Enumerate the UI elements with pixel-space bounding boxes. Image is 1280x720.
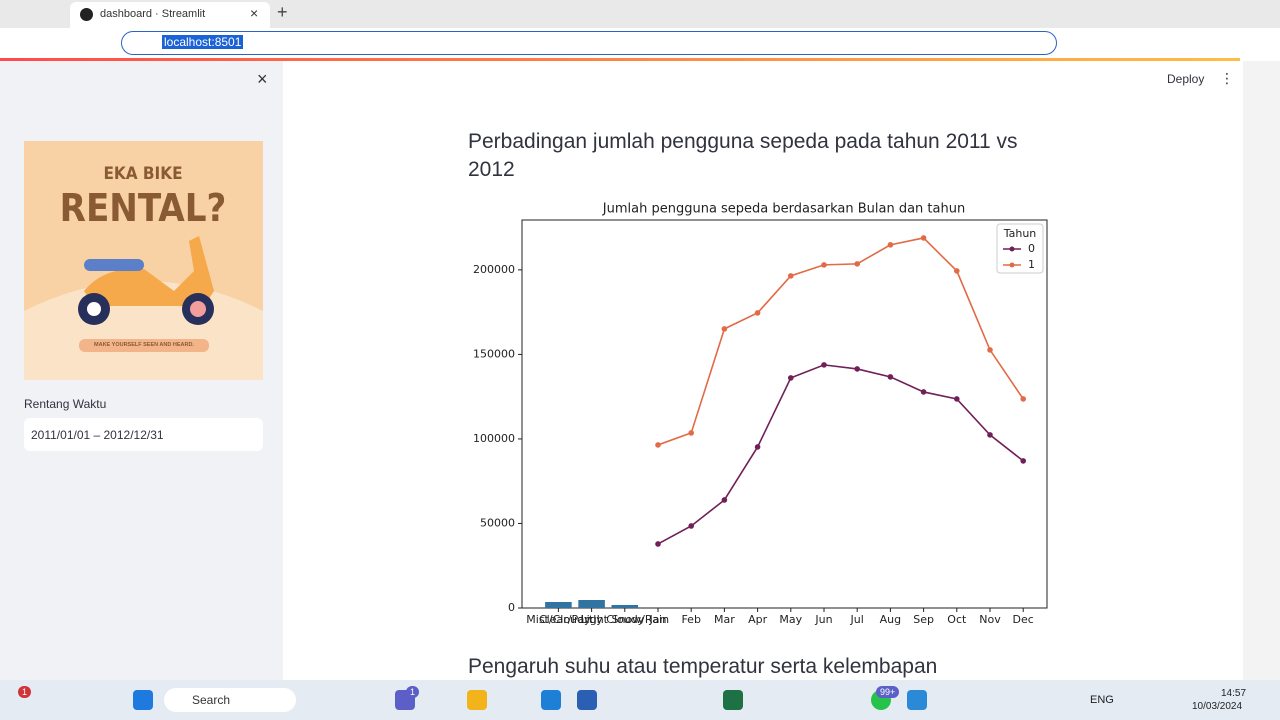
next-heading: Pengaruh suhu atau temperatur serta kele… (468, 655, 938, 678)
x-tick-label: Jan (649, 613, 667, 626)
app-icon[interactable] (907, 690, 927, 710)
start[interactable] (133, 690, 153, 710)
x-tick-label: May (779, 613, 802, 626)
point (1020, 396, 1026, 402)
clock-date: 10/03/2024 (1192, 701, 1243, 712)
point (721, 497, 728, 503)
point (655, 442, 661, 448)
point (788, 375, 794, 381)
language[interactable]: ENG (1090, 694, 1114, 706)
point (1020, 458, 1026, 464)
point (920, 389, 927, 395)
url: localhost:8501 (162, 35, 244, 49)
search-label: Search (192, 693, 231, 707)
y-tick-label: 200000 (473, 263, 515, 276)
x-tick-label: Mist/Cloudy (526, 613, 591, 626)
point (721, 326, 728, 332)
y-tick-label: 50000 (480, 516, 515, 529)
legend-label: 1 (1028, 258, 1035, 271)
banner: EKA BIKE RENTAL? MAKE YOURSELF SEEN AND … (24, 141, 263, 380)
chart: Jumlah pengguna sepeda berdasarkan Bulan… (473, 202, 1048, 626)
legend-title: Tahun (1003, 227, 1037, 240)
date-input[interactable]: 2011/01/01 – 2012/12/31 (24, 418, 263, 451)
clock-time: 14:57 (1221, 688, 1247, 699)
point (954, 396, 960, 402)
bar (578, 600, 605, 608)
line (657, 237, 1024, 446)
line (657, 364, 1024, 545)
sidebar: × EKA BIKE RENTAL? MAKE YOURSELF SEEN AN… (0, 61, 283, 680)
y-tick-label: 150000 (473, 347, 515, 360)
point (854, 366, 860, 372)
progress (0, 58, 1240, 61)
point (754, 444, 761, 450)
app-icon[interactable] (723, 690, 743, 710)
x-tick-label: Feb (681, 613, 700, 626)
x-tick-label: Apr (748, 613, 768, 626)
banner-line1: EKA BIKE (103, 164, 182, 184)
deploy-button[interactable]: Deploy (1167, 72, 1205, 86)
chart-title: Jumlah pengguna sepeda berdasarkan Bulan… (602, 202, 965, 217)
x-tick-label: Jun (814, 613, 832, 626)
point (821, 362, 827, 368)
point (854, 261, 860, 267)
app-icon[interactable] (467, 690, 487, 710)
x-tick-label: Light Snow/Rain (581, 613, 670, 626)
legend-marker (1009, 246, 1015, 252)
point (987, 432, 993, 438)
badge: 1 (406, 686, 420, 698)
x-tick-label: Dec (1013, 613, 1034, 626)
heading: Perbadingan jumlah pengguna sepeda pada … (468, 130, 1018, 181)
app-icon[interactable] (541, 690, 561, 710)
banner-tagline: MAKE YOURSELF SEEN AND HEARD. (94, 342, 194, 348)
x-tick-label: Clear/Partly Cloudy (539, 613, 645, 626)
point (887, 374, 894, 380)
y-tick-label: 0 (508, 601, 515, 614)
y-tick-label: 100000 (473, 432, 515, 445)
close-sidebar[interactable]: × (257, 69, 268, 89)
x-tick-label: Mar (714, 613, 735, 626)
legend-label: 0 (1028, 242, 1035, 255)
plot-frame (521, 219, 1048, 609)
point (987, 347, 993, 353)
address-bar[interactable]: localhost:8501 (121, 31, 1057, 55)
point (887, 242, 894, 248)
point (954, 268, 960, 274)
taskbar-search[interactable]: Search (164, 688, 296, 712)
banner-line2: RENTAL? (60, 186, 227, 230)
point (688, 430, 694, 436)
bar (545, 601, 572, 608)
x-tick-label: Jul (850, 613, 864, 626)
tab[interactable]: dashboard · Streamlit × (70, 2, 270, 28)
edge-sidebar (1243, 61, 1280, 680)
new-tab[interactable]: + (277, 2, 288, 22)
point (920, 235, 927, 241)
point (788, 273, 794, 279)
date-label: Rentang Waktu (24, 397, 107, 411)
bar (611, 604, 639, 608)
point (821, 262, 827, 268)
menu[interactable]: ⋮ (1220, 70, 1234, 86)
point (688, 523, 694, 529)
app-icon[interactable] (577, 690, 597, 710)
tab-title: dashboard · Streamlit (100, 8, 206, 20)
point (754, 310, 761, 316)
date-value: 2011/01/01 – 2012/12/31 (31, 428, 164, 442)
badge: 1 (18, 686, 32, 698)
legend-marker (1009, 262, 1015, 268)
point (655, 541, 661, 547)
x-tick-label: Sep (913, 613, 934, 626)
x-tick-label: Aug (880, 613, 901, 626)
x-tick-label: Oct (947, 613, 967, 626)
x-tick-label: Nov (979, 613, 1001, 626)
badge: 99+ (876, 686, 900, 698)
